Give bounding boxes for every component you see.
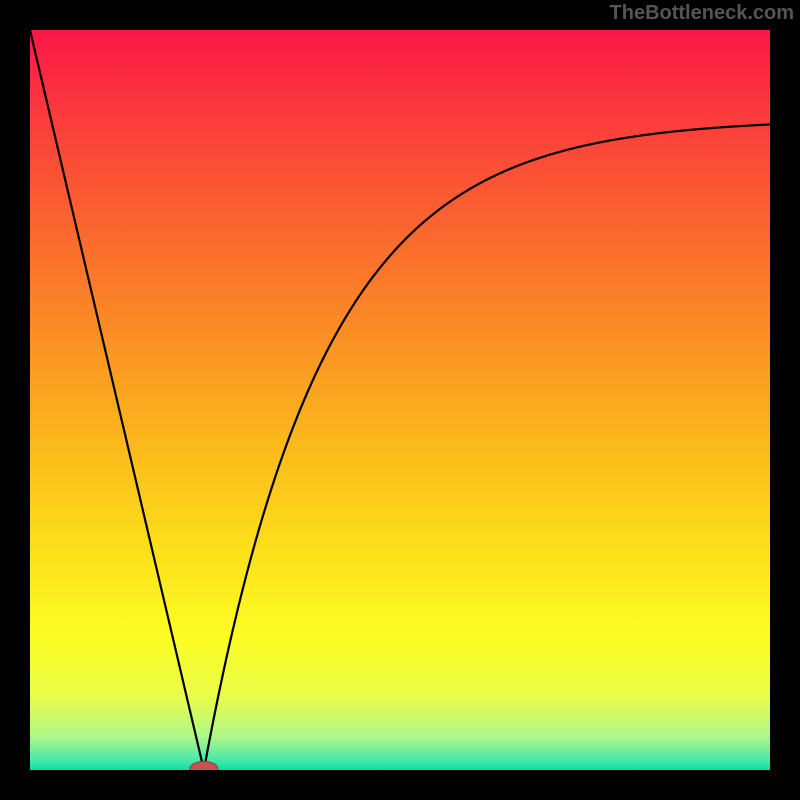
watermark-text: TheBottleneck.com — [610, 2, 794, 25]
gradient-background — [30, 30, 770, 770]
chart-container: { "watermark": { "text": "TheBottleneck.… — [0, 0, 800, 800]
bottleneck-chart — [0, 0, 800, 800]
